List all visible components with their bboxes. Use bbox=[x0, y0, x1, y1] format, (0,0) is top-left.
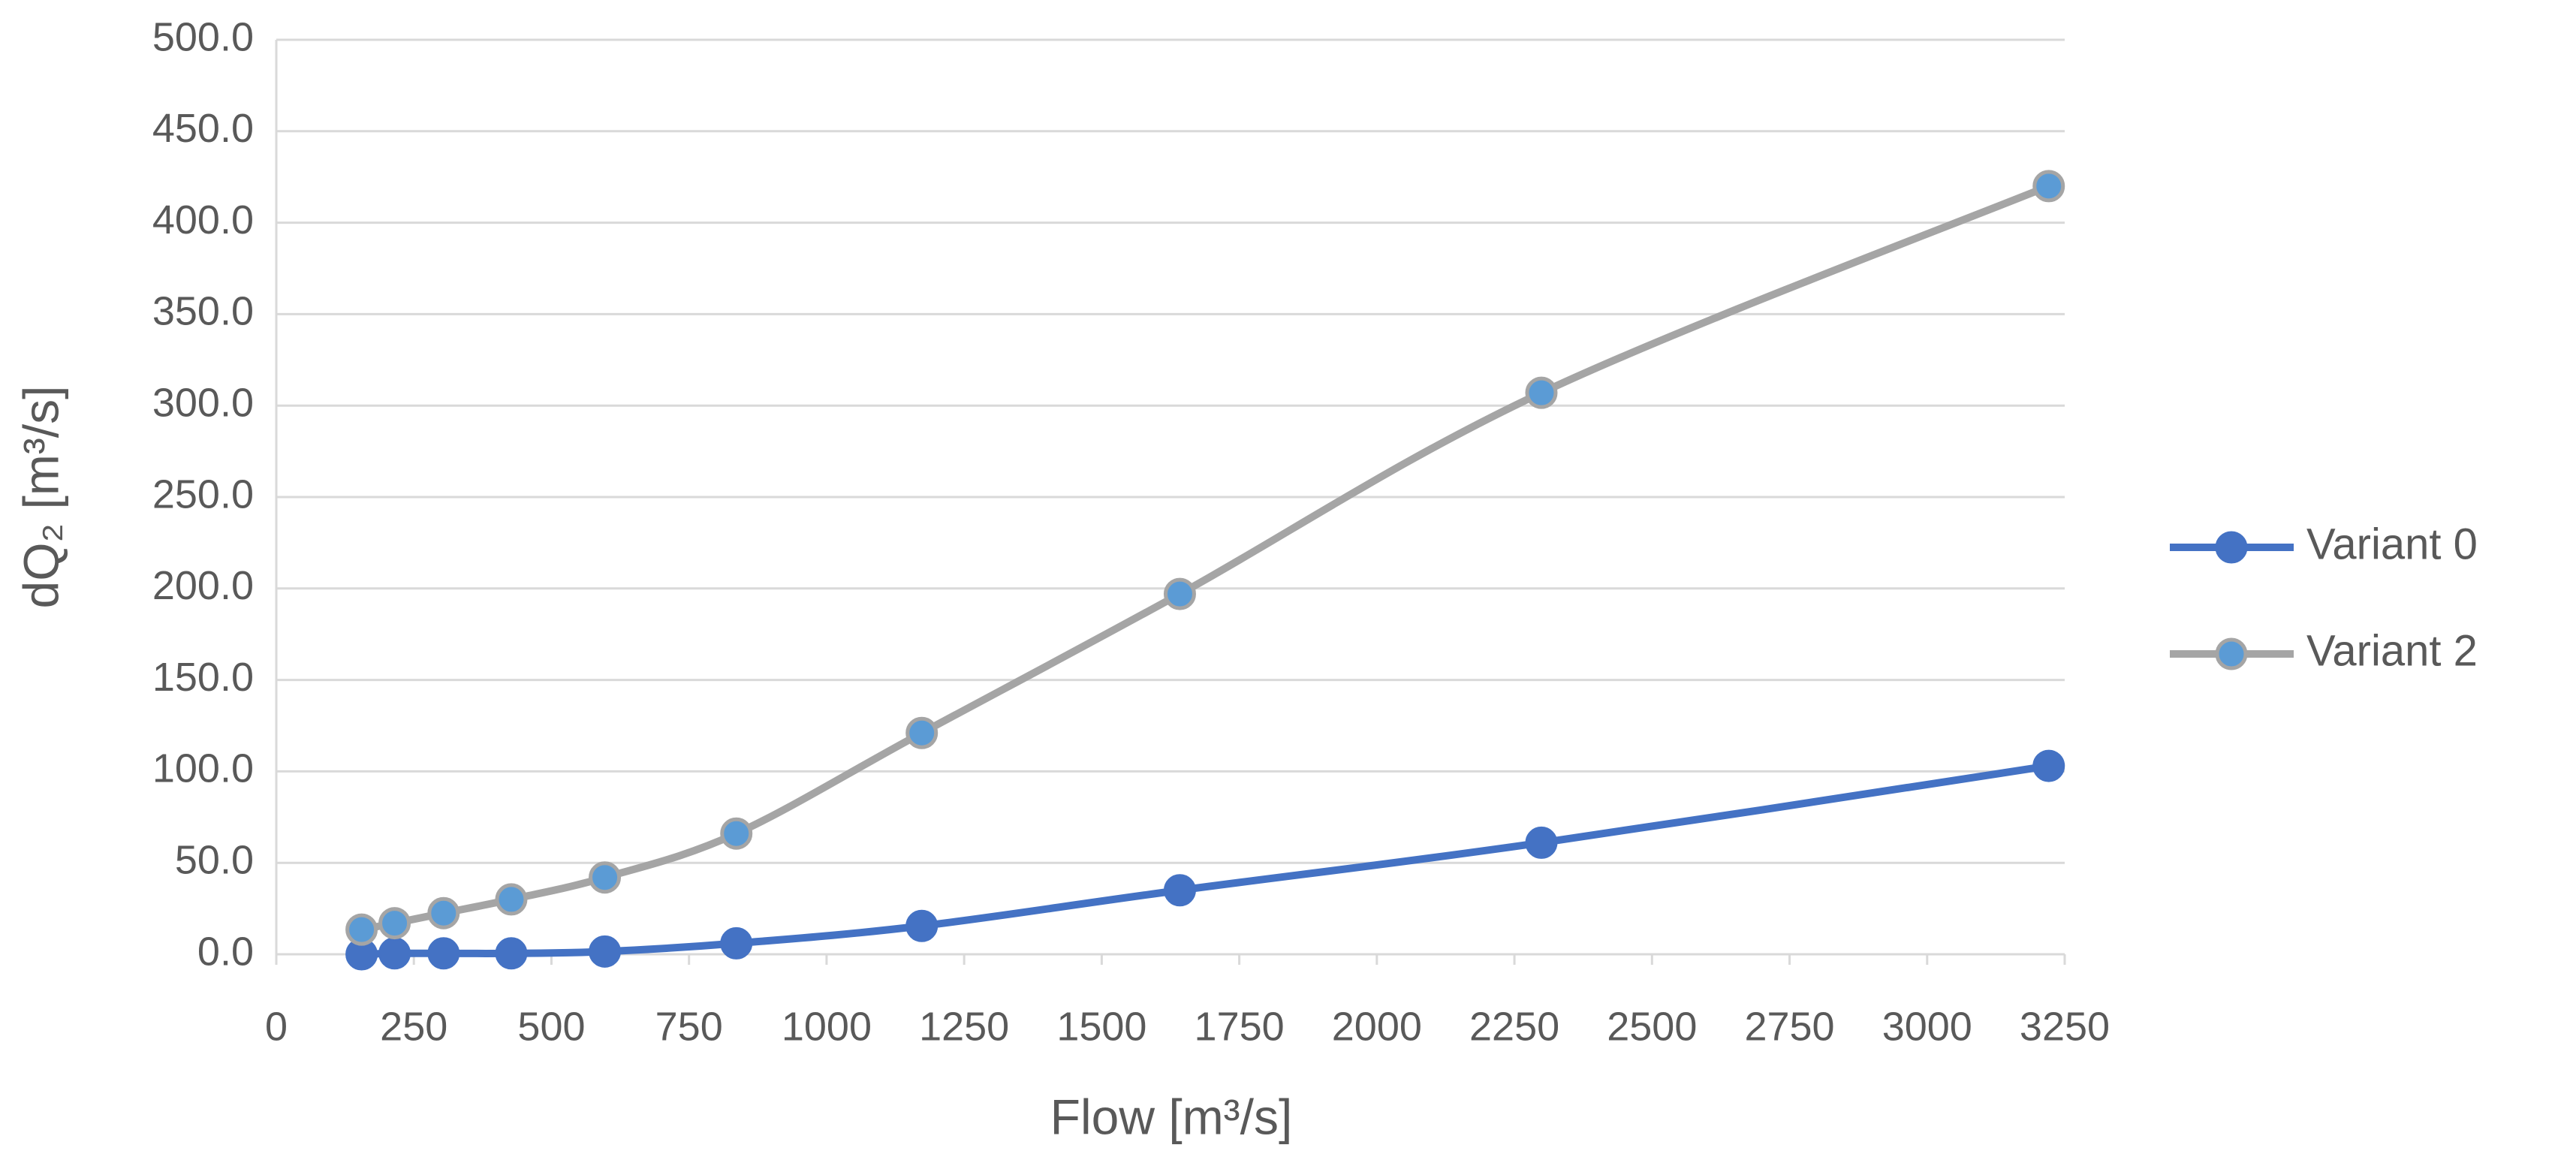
marker bbox=[905, 909, 939, 942]
marker bbox=[427, 896, 460, 929]
marker bbox=[2032, 749, 2065, 782]
marker bbox=[2032, 170, 2065, 203]
x-tick-label: 3000 bbox=[1882, 1004, 1972, 1049]
x-tick-label: 250 bbox=[380, 1004, 447, 1049]
legend-label: Variant 0 bbox=[2306, 520, 2478, 568]
x-tick-label: 1500 bbox=[1056, 1004, 1146, 1049]
y-axis-label: dQ₂ [m³/s] bbox=[13, 386, 68, 609]
marker bbox=[345, 913, 378, 946]
marker bbox=[427, 937, 460, 970]
marker bbox=[1163, 577, 1196, 610]
y-tick-label: 250.0 bbox=[152, 472, 254, 517]
y-tick-label: 150.0 bbox=[152, 655, 254, 700]
y-tick-label: 50.0 bbox=[175, 837, 254, 882]
x-tick-label: 2000 bbox=[1332, 1004, 1422, 1049]
x-tick-label: 2750 bbox=[1744, 1004, 1834, 1049]
series-line bbox=[360, 182, 2050, 934]
x-tick-label: 750 bbox=[655, 1004, 723, 1049]
x-tick-label: 3250 bbox=[2020, 1004, 2110, 1049]
y-tick-label: 100.0 bbox=[152, 746, 254, 791]
marker bbox=[378, 937, 411, 970]
marker bbox=[720, 926, 753, 960]
legend-marker bbox=[2215, 637, 2248, 670]
x-tick-label: 0 bbox=[265, 1004, 288, 1049]
x-tick-label: 2500 bbox=[1607, 1004, 1697, 1049]
y-tick-label: 200.0 bbox=[152, 563, 254, 608]
marker bbox=[1525, 376, 1558, 409]
marker bbox=[495, 937, 528, 970]
y-tick-label: 450.0 bbox=[152, 106, 254, 151]
marker bbox=[495, 883, 528, 916]
x-tick-label: 500 bbox=[517, 1004, 585, 1049]
x-tick-label: 1000 bbox=[782, 1004, 872, 1049]
marker bbox=[378, 907, 411, 940]
legend-label: Variant 2 bbox=[2306, 626, 2478, 675]
marker bbox=[1525, 826, 1558, 859]
y-tick-label: 400.0 bbox=[152, 197, 254, 243]
x-tick-label: 2250 bbox=[1469, 1004, 1559, 1049]
x-tick-label: 1250 bbox=[919, 1004, 1009, 1049]
y-tick-label: 350.0 bbox=[152, 289, 254, 334]
marker bbox=[720, 817, 753, 850]
x-tick-label: 1750 bbox=[1195, 1004, 1285, 1049]
y-tick-label: 300.0 bbox=[152, 380, 254, 425]
y-tick-label: 0.0 bbox=[197, 929, 254, 974]
marker bbox=[1163, 874, 1196, 907]
y-tick-label: 500.0 bbox=[152, 14, 254, 59]
legend-marker bbox=[2215, 531, 2248, 564]
x-axis-label: Flow [m³/s] bbox=[1050, 1089, 1293, 1144]
series-line bbox=[361, 762, 2050, 958]
marker bbox=[589, 861, 622, 894]
marker bbox=[905, 716, 939, 749]
marker bbox=[589, 935, 622, 968]
